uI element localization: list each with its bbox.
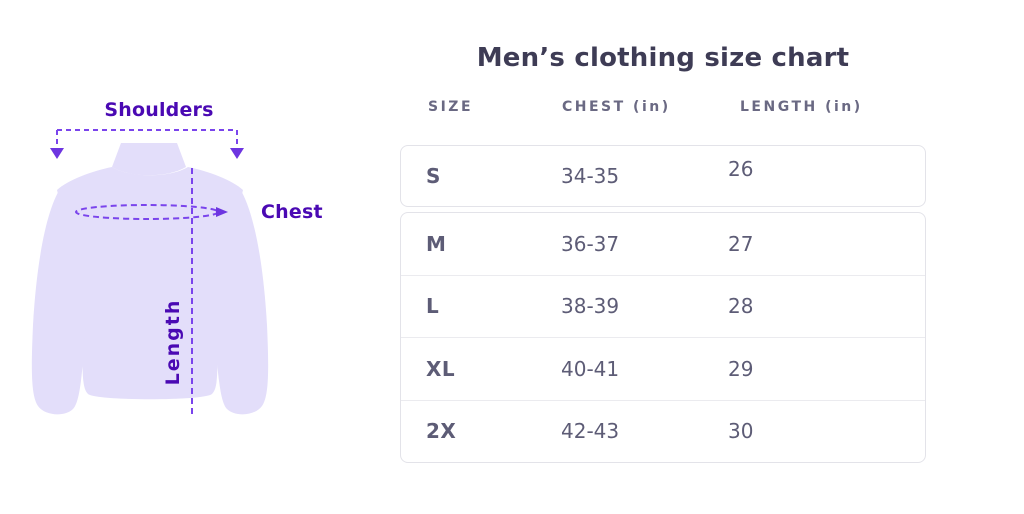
column-header-length: LENGTH (in) bbox=[740, 99, 863, 115]
chest-label: Chest bbox=[261, 201, 323, 223]
shoulders-arrow-right-icon bbox=[230, 148, 244, 159]
table-header-row: SIZE CHEST (in) LENGTH (in) bbox=[400, 99, 926, 115]
table-row: L 38-39 28 bbox=[401, 274, 925, 338]
size-cell: 2X bbox=[426, 419, 457, 444]
chest-cell: 40-41 bbox=[561, 356, 620, 381]
shirt-illustration bbox=[31, 129, 269, 415]
length-cell: 28 bbox=[728, 294, 754, 319]
shirt-collar bbox=[112, 143, 186, 176]
length-cell: 27 bbox=[728, 231, 754, 256]
table-row: M 36-37 27 bbox=[401, 213, 925, 275]
shirt-torso bbox=[57, 167, 243, 400]
size-card-m-2x: M 36-37 27 L 38-39 28 XL 40-41 29 2X 42-… bbox=[400, 212, 926, 463]
table-row: S 34-35 26 bbox=[401, 146, 925, 206]
chest-arrow-icon bbox=[216, 207, 228, 217]
column-header-chest: CHEST (in) bbox=[562, 99, 671, 115]
size-cell: L bbox=[426, 294, 440, 319]
length-cell: 26 bbox=[728, 157, 754, 181]
table-row: 2X 42-43 30 bbox=[401, 399, 925, 463]
chest-cell: 42-43 bbox=[561, 419, 620, 444]
size-cell: S bbox=[426, 164, 441, 188]
shoulders-label: Shoulders bbox=[104, 99, 214, 121]
shoulders-arrow-left-icon bbox=[50, 148, 64, 159]
shirt-measurement-diagram: Shoulders Chest Length bbox=[0, 0, 360, 514]
shoulders-measure-line bbox=[56, 129, 238, 148]
size-cell: XL bbox=[426, 356, 456, 381]
size-cell: M bbox=[426, 231, 447, 256]
page-title: Men’s clothing size chart bbox=[476, 43, 850, 73]
column-header-size: SIZE bbox=[428, 99, 474, 115]
length-label: Length bbox=[162, 298, 184, 386]
length-cell: 29 bbox=[728, 356, 754, 381]
chest-cell: 38-39 bbox=[561, 294, 620, 319]
chest-cell: 34-35 bbox=[561, 164, 620, 188]
shirt-silhouette bbox=[31, 143, 269, 415]
length-cell: 30 bbox=[728, 419, 754, 444]
size-card-s: S 34-35 26 bbox=[400, 145, 926, 207]
shirt-left-sleeve bbox=[31, 186, 102, 415]
shirt-right-sleeve bbox=[199, 186, 269, 415]
table-row: XL 40-41 29 bbox=[401, 337, 925, 400]
chest-cell: 36-37 bbox=[561, 231, 620, 256]
